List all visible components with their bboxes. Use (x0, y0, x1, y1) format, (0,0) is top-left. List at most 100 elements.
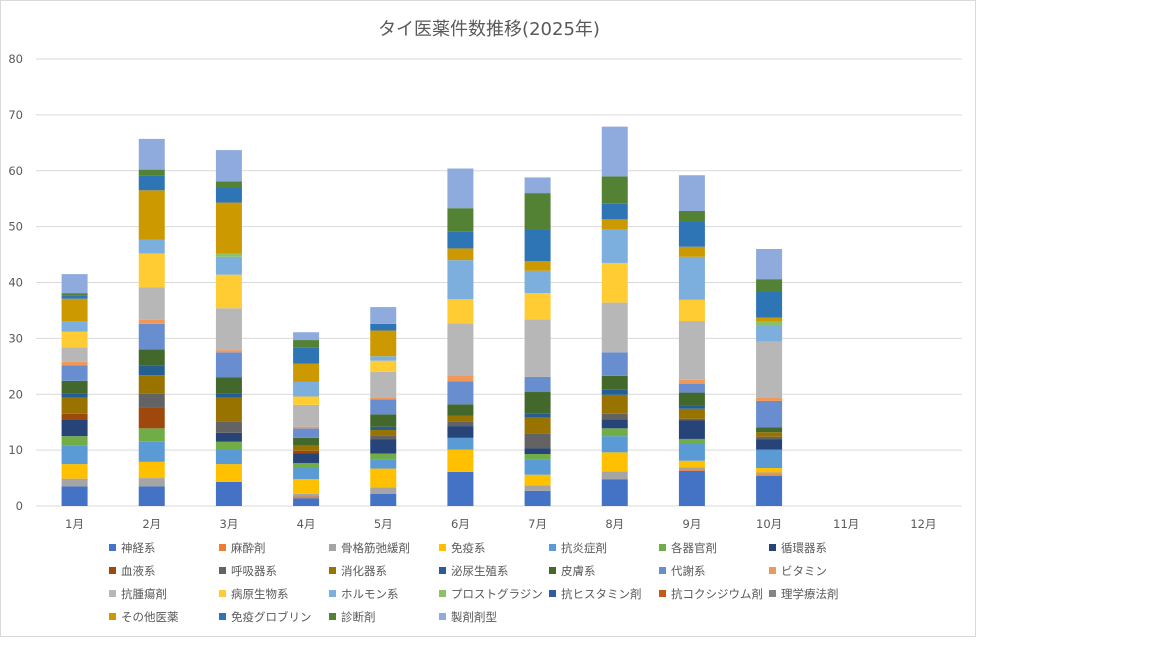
x-tick-label: 11月 (833, 517, 859, 531)
bar-segment (138, 138, 165, 170)
y-tick-label: 50 (8, 220, 23, 234)
bar-segment (61, 321, 88, 332)
legend-item: 抗腫瘍剤 (109, 587, 167, 601)
bar-segment (524, 293, 551, 320)
bar-segment (61, 295, 88, 299)
y-tick-label: 60 (8, 164, 23, 178)
legend-swatch (109, 590, 116, 597)
bar-segment (601, 394, 628, 414)
legend-label: 理学療法剤 (781, 587, 839, 601)
bar-segment (370, 399, 397, 415)
bar-segment (61, 486, 88, 506)
x-tick-label: 5月 (374, 517, 393, 531)
bar-segment (138, 323, 165, 350)
bar-segment (138, 428, 165, 442)
bar-segment (215, 256, 242, 275)
bar-segment (138, 441, 165, 462)
legend-label: 抗ヒスタミン剤 (561, 587, 642, 601)
legend-item: ホルモン系 (329, 587, 399, 601)
bar-segment (447, 375, 474, 382)
legend-item: 神経系 (109, 541, 156, 555)
bar-segment (370, 414, 397, 427)
bar-segment (61, 419, 88, 437)
legend-item: 抗コクシジウム剤 (659, 587, 763, 601)
legend-label: 血液系 (121, 564, 156, 578)
bar-segment (370, 430, 397, 436)
bar-segment (215, 352, 242, 378)
bar-segment (601, 352, 628, 376)
legend-swatch (439, 544, 446, 551)
legend-label: 麻酔剤 (231, 541, 266, 555)
bar-segment (447, 260, 474, 300)
bar-segment (678, 469, 705, 471)
bar-segment (293, 363, 320, 382)
bar-segment (524, 417, 551, 434)
y-tick-label: 30 (8, 331, 23, 345)
legend-swatch (329, 544, 336, 551)
legend-item: 製剤剤型 (439, 610, 497, 624)
bar-segment (61, 478, 88, 487)
bar-segment (138, 169, 165, 176)
bar-segment (601, 419, 628, 429)
legend-item: その他医薬 (109, 610, 179, 624)
x-tick-label: 1月 (65, 517, 84, 531)
bar-segment (293, 468, 320, 480)
bar-segment (293, 332, 320, 341)
bar-segment (293, 498, 320, 506)
bar-segment (601, 436, 628, 453)
legend-item: 理学療法剤 (769, 587, 839, 601)
bar-segment (215, 350, 242, 353)
x-tick-label: 12月 (910, 517, 936, 531)
bar-segment (370, 439, 397, 454)
bar-segment (138, 349, 165, 366)
bar-segment (215, 397, 242, 422)
bar-segment (601, 389, 628, 395)
bar-segment (215, 308, 242, 351)
bar-segment (756, 436, 783, 440)
bar-segment (215, 377, 242, 394)
bar-segment (293, 426, 320, 429)
bar-segment (293, 479, 320, 494)
bar-segment (678, 210, 705, 222)
legend-swatch (219, 544, 226, 551)
bar-segment (138, 393, 165, 408)
bar-segment (447, 208, 474, 232)
legend-label: ビタミン (781, 564, 827, 578)
chart-area: タイ医薬件数推移(2025年) 0 10 20 30 40 50 60 70 80 1月 2月 3月 4… (0, 0, 976, 637)
x-tick-label: 10月 (756, 517, 782, 531)
legend-item: 骨格筋弛緩剤 (329, 541, 410, 555)
bar-segment (215, 274, 242, 309)
legend-swatch (769, 567, 776, 574)
bar-segment (601, 262, 628, 303)
bar-segment (293, 428, 320, 438)
bar-segment (215, 432, 242, 442)
x-tick-label: 4月 (297, 517, 316, 531)
legend-swatch (219, 567, 226, 574)
bar-segment (601, 428, 628, 437)
legend-swatch (219, 590, 226, 597)
bar-segment (601, 126, 628, 177)
bar-segment (756, 248, 783, 280)
bar-segment (601, 176, 628, 204)
bar-segment (601, 479, 628, 506)
bar-segment (601, 375, 628, 390)
legend-label: 免疫グロブリン (231, 610, 312, 624)
legend-swatch (329, 613, 336, 620)
bar-segment (678, 460, 705, 468)
bar-segment (215, 464, 242, 482)
legend-swatch (659, 590, 666, 597)
bar-segment (756, 439, 783, 450)
bar-segment (215, 181, 242, 188)
bar-segment (370, 435, 397, 440)
bar-segment (293, 450, 320, 454)
y-tick-label: 70 (8, 108, 23, 122)
x-tick-label: 7月 (528, 517, 547, 531)
legend-label: 病原生物系 (231, 587, 289, 601)
bar-segment (215, 202, 242, 254)
bar-segment (447, 248, 474, 261)
bar-segment (138, 175, 165, 191)
bar-segment (61, 361, 88, 366)
bar-segment (370, 356, 397, 361)
bar-segment (756, 397, 783, 401)
bar-segment (370, 453, 397, 460)
